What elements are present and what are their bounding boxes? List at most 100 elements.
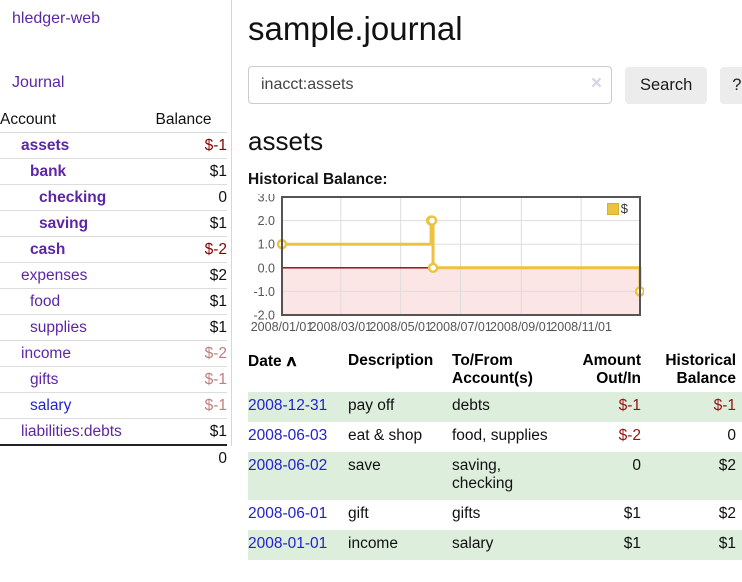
svg-text:1.0: 1.0	[258, 238, 275, 252]
app-layout: hledger-web Journal Account Balance asse…	[0, 0, 742, 560]
register-account-title: assets	[248, 126, 324, 156]
transaction-date-link[interactable]: 2008-12-31	[248, 397, 328, 414]
transaction-accounts: salary	[452, 535, 494, 552]
account-row: assets $-1	[0, 132, 227, 159]
col-header-description: Description	[348, 352, 434, 369]
transaction-balance: $1	[718, 535, 736, 552]
transaction-date-link[interactable]: 2008-01-01	[248, 535, 328, 552]
transaction-date-link[interactable]: 2008-06-01	[248, 505, 328, 522]
transaction-accounts: saving, checking	[452, 457, 514, 492]
transaction-row: 2008-06-03 eat & shop food, supplies $-2 0	[248, 422, 742, 452]
account-link-saving[interactable]: saving	[39, 214, 89, 232]
transaction-date-link[interactable]: 2008-06-03	[248, 427, 328, 444]
transaction-amount: $1	[623, 535, 641, 552]
clear-search-icon[interactable]: ×	[590, 73, 602, 94]
page-title: sample.journal	[248, 10, 463, 47]
accounts-total-row: 0	[0, 445, 227, 471]
account-row: bank $1	[0, 158, 227, 185]
account-balance: 0	[218, 188, 227, 206]
svg-text:-1.0: -1.0	[253, 285, 275, 299]
account-row: liabilities:debts $1	[0, 418, 227, 446]
chart-legend: $	[606, 201, 628, 216]
sidebar-item-journal[interactable]: Journal	[12, 74, 65, 91]
svg-text:-2.0: -2.0	[253, 309, 275, 323]
transaction-balance: $2	[718, 457, 736, 474]
account-link-income[interactable]: income	[21, 344, 71, 362]
account-row: salary $-1	[0, 392, 227, 419]
svg-text:2008/07/01: 2008/07/01	[429, 320, 492, 334]
transaction-description: eat & shop	[348, 427, 423, 444]
account-link-salary[interactable]: salary	[30, 396, 72, 414]
svg-text:2008/09/01: 2008/09/01	[490, 320, 553, 334]
accounts-header-balance: Balance	[155, 110, 212, 128]
account-balance: $1	[209, 318, 227, 336]
col-header-tofrom: To/From Account(s)	[452, 352, 533, 387]
account-balance: $-1	[204, 396, 227, 414]
account-row: checking 0	[0, 184, 227, 211]
account-row: gifts $-1	[0, 366, 227, 393]
col-header-amount: Amount Out/In	[582, 352, 641, 387]
accounts-header-row: Account Balance	[0, 107, 227, 133]
account-balance: $1	[209, 292, 227, 310]
transaction-accounts: food, supplies	[452, 427, 548, 444]
account-balance: $-2	[204, 240, 227, 258]
transaction-amount: $-2	[618, 427, 641, 444]
account-balance: $-1	[204, 136, 227, 154]
accounts-table: Account Balance assets $-1 bank $1 checking 0…	[0, 107, 227, 471]
search-form: × Search ?	[248, 66, 742, 104]
accounts-total-value: 0	[218, 449, 227, 467]
transaction-description: gift	[348, 505, 369, 522]
account-row: expenses $2	[0, 262, 227, 289]
account-link-bank[interactable]: bank	[30, 162, 67, 180]
accounts-header-account: Account	[0, 110, 57, 128]
help-button[interactable]: ?	[720, 66, 742, 104]
account-balance: $2	[209, 266, 227, 284]
search-input[interactable]	[248, 66, 612, 104]
legend-label: $	[620, 201, 628, 216]
account-link-expenses[interactable]: expenses	[21, 266, 88, 284]
col-header-balance: Historical Balance	[665, 352, 736, 387]
account-link-cash[interactable]: cash	[30, 240, 66, 258]
account-link-gifts[interactable]: gifts	[30, 370, 59, 388]
account-link-checking[interactable]: checking	[39, 188, 107, 206]
transaction-row: 2008-01-01 income salary $1 $1	[248, 530, 742, 560]
transaction-row: 2008-06-01 gift gifts $1 $2	[248, 500, 742, 530]
transaction-description: pay off	[348, 397, 395, 414]
register-table: Date ∧ Description To/From Account(s) Amo…	[248, 350, 742, 560]
svg-text:2008/01/01: 2008/01/01	[251, 320, 314, 334]
svg-text:2008/11/01: 2008/11/01	[550, 320, 612, 334]
account-balance: $1	[209, 214, 227, 232]
chart-canvas: 3.0 2.0 1.0 0.0 -1.0 -2.02008/01/012008/03/01…	[251, 191, 646, 334]
transaction-balance: 0	[727, 427, 736, 444]
transaction-balance: $-1	[713, 397, 736, 414]
legend-swatch-icon	[606, 202, 619, 215]
account-link-assets[interactable]: assets	[21, 136, 70, 154]
svg-text:0.0: 0.0	[258, 261, 275, 275]
account-link-liabilities-debts[interactable]: liabilities:debts	[21, 422, 122, 440]
transaction-date-link[interactable]: 2008-06-02	[248, 457, 328, 474]
account-row: supplies $1	[0, 314, 227, 341]
search-button[interactable]: Search	[625, 66, 708, 104]
account-row: saving $1	[0, 210, 227, 237]
account-balance: $1	[209, 422, 227, 440]
account-link-supplies[interactable]: supplies	[30, 318, 87, 336]
account-link-food[interactable]: food	[30, 292, 61, 310]
account-balance: $1	[209, 162, 227, 180]
sidebar: hledger-web Journal Account Balance asse…	[0, 0, 232, 467]
account-balance: $-2	[204, 344, 227, 362]
transaction-row: 2008-06-02 save saving, checking 0 $2	[248, 452, 742, 500]
transaction-description: income	[348, 535, 398, 552]
account-balance: $-1	[204, 370, 227, 388]
account-row: income $-2	[0, 340, 227, 367]
transaction-accounts: debts	[452, 397, 490, 414]
account-row: food $1	[0, 288, 227, 315]
transaction-description: save	[348, 457, 381, 474]
svg-text:2008/03/01: 2008/03/01	[310, 320, 373, 334]
col-header-date[interactable]: Date ∧	[248, 353, 298, 370]
chart-heading: Historical Balance:	[248, 171, 388, 188]
main-panel: sample.journal × Search ? assets Histori…	[232, 0, 742, 560]
transaction-balance: $2	[718, 505, 736, 522]
transaction-row: 2008-12-31 pay off debts $-1 $-1	[248, 392, 742, 422]
transaction-amount: $-1	[618, 397, 641, 414]
brand-link[interactable]: hledger-web	[12, 10, 101, 27]
